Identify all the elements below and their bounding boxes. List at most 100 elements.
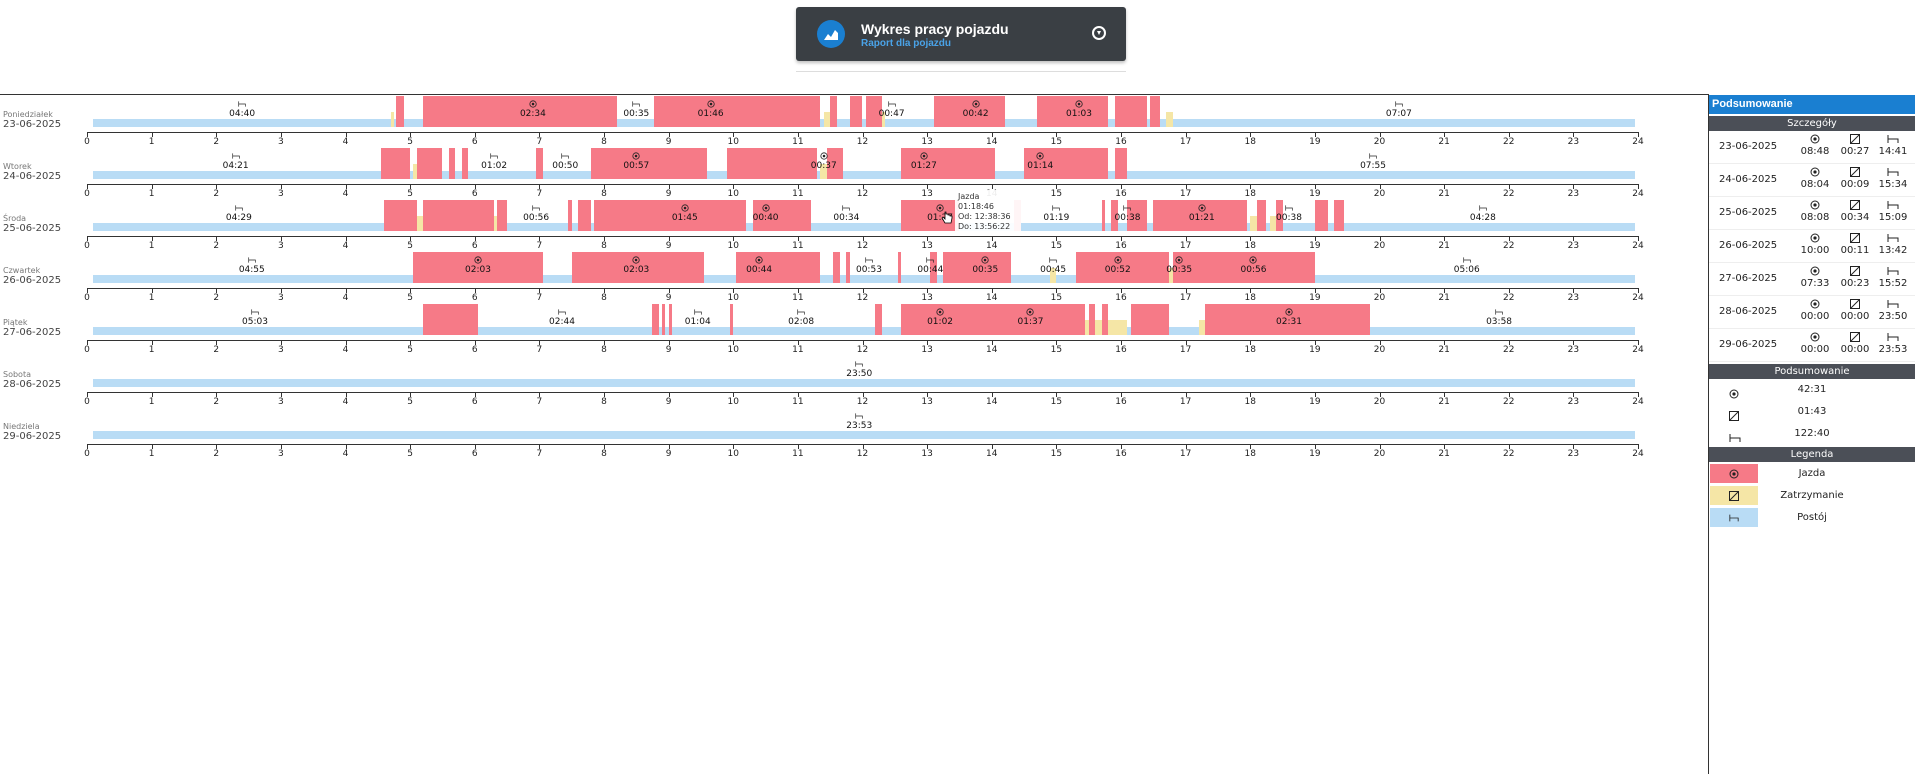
tooltip-to: Do: 13:56:22 <box>958 222 1011 231</box>
axis-tick <box>862 288 864 293</box>
details-stop-value: 00:27 <box>1840 146 1870 157</box>
axis-tick <box>1379 444 1381 449</box>
axis-tick-label: 10 <box>727 449 739 459</box>
stop-segment <box>1250 216 1257 231</box>
axis-tick <box>604 392 605 397</box>
axis-tick <box>1250 236 1252 241</box>
details-driving-value: 08:08 <box>1800 212 1830 223</box>
axis-tick-label: 18 <box>1244 293 1256 303</box>
axis-tick-label: 24 <box>1632 189 1644 199</box>
axis-tick-label: 17 <box>1179 345 1192 355</box>
axis-tick <box>216 340 218 345</box>
axis-tick-label: 9 <box>665 241 672 251</box>
details-list: 23-06-2025 08:48 00:27 14:41 24-06-2025 08:04… <box>1709 131 1915 362</box>
axis-tick-label: 18 <box>1244 241 1256 251</box>
duration-text: 07:55 <box>1360 161 1386 171</box>
axis-tick <box>280 288 282 293</box>
axis-tick-label: 21 <box>1438 293 1450 303</box>
stop-segment <box>1269 216 1277 231</box>
axis-tick-label: 15 <box>1050 293 1063 303</box>
driving-segment <box>846 252 850 283</box>
stop-segment <box>1198 320 1205 335</box>
driving-segment <box>875 304 882 335</box>
axis-tick-label: 1 <box>148 345 155 355</box>
driving-segment <box>616 200 747 231</box>
axis-tick <box>1508 132 1510 137</box>
axis-tick-label: 14 <box>986 137 998 147</box>
axis-tick <box>1314 184 1316 189</box>
axis-tick-label: 23 <box>1567 449 1580 459</box>
axis-tick-label: 22 <box>1503 189 1515 199</box>
axis-tick-label: 15 <box>1050 189 1063 199</box>
driving-segment <box>662 304 666 335</box>
axis-tick <box>1444 340 1446 345</box>
tooltip-duration: 01:18:46 <box>958 202 994 211</box>
axis-tick-label: 20 <box>1373 241 1386 251</box>
legend-item: Zatrzymanie <box>1709 484 1915 506</box>
driving-segment <box>901 304 1086 335</box>
timeline-row: Sobota 28-06-2025 23:50 0 1 2 3 4 5 6 7 8 9 10 11 12 13 1… <box>0 355 1700 407</box>
stop-segment <box>1085 320 1089 335</box>
axis-tick-label: 8 <box>601 189 607 199</box>
details-parking-value: 23:50 <box>1878 311 1908 322</box>
axis-tick-label: 7 <box>536 293 543 303</box>
axis-tick <box>280 184 282 189</box>
report-subtitle: Raport dla pojazdu <box>861 38 951 49</box>
stop-segment <box>416 216 424 231</box>
stop-segment <box>820 164 827 179</box>
axis-tick <box>1121 184 1122 189</box>
parking-duration-label: 00:45 <box>1040 256 1066 275</box>
stop-segment <box>1169 268 1173 283</box>
duration-text: 01:27 <box>910 161 937 171</box>
axis-tick-label: 15 <box>1050 345 1063 355</box>
driving-segment <box>1130 304 1170 335</box>
axis-tick <box>733 444 735 449</box>
axis-tick-label: 14 <box>986 293 998 303</box>
axis-tick-label: 15 <box>1050 449 1063 459</box>
duration-text: 02:31 <box>1276 317 1302 327</box>
axis-tick <box>216 184 218 189</box>
axis-tick-label: 19 <box>1309 137 1321 147</box>
axis-tick-label: 13 <box>921 397 933 407</box>
stop-slash-icon <box>1835 134 1875 144</box>
axis-tick-label: 11 <box>792 241 804 251</box>
axis-tick <box>604 132 605 137</box>
driving-segment <box>381 148 411 179</box>
axis-tick-label: 1 <box>148 137 155 147</box>
axis-tick <box>604 236 605 241</box>
day-date: 26-06-2025 <box>3 275 62 286</box>
axis-tick <box>1185 392 1187 397</box>
axis-tick-label: 7 <box>536 449 543 459</box>
axis-tick-label: 8 <box>601 293 607 303</box>
stop-slash-icon <box>1835 167 1875 177</box>
download-icon[interactable] <box>1092 26 1106 40</box>
idle-bar <box>93 379 1635 387</box>
details-row: 28-06-2025 00:00 00:00 23:50 <box>1709 296 1915 329</box>
axis-tick <box>1638 288 1639 293</box>
duration-text: 07:07 <box>1385 109 1412 119</box>
driving-segment <box>384 200 417 231</box>
legend-label: Jazda <box>1798 468 1826 479</box>
steering-wheel-icon <box>1795 233 1835 243</box>
axis-tick <box>1056 444 1058 449</box>
axis-tick <box>797 288 799 293</box>
axis-tick-label: 10 <box>727 345 739 355</box>
day-date: 28-06-2025 <box>3 379 62 390</box>
driving-segment <box>1036 96 1109 127</box>
axis-tick <box>474 132 476 137</box>
axis-tick <box>345 392 347 397</box>
axis-tick <box>410 184 412 189</box>
driving-duration-label: 00:35 <box>972 256 998 275</box>
stop-slash-icon <box>1835 233 1875 243</box>
details-driving: 07:33 <box>1795 266 1835 289</box>
axis-tick-label: 8 <box>601 345 607 355</box>
driving-segment <box>423 200 495 231</box>
axis-tick-label: 24 <box>1632 241 1644 251</box>
parking-duration-label: 04:40 <box>229 100 255 119</box>
details-parking: 13:42 <box>1873 233 1913 256</box>
driving-segment <box>591 148 708 179</box>
axis-tick-label: 18 <box>1244 137 1256 147</box>
axis-tick-label: 9 <box>665 397 672 407</box>
details-parking: 15:09 <box>1873 200 1913 223</box>
axis-tick-label: 3 <box>278 345 284 355</box>
